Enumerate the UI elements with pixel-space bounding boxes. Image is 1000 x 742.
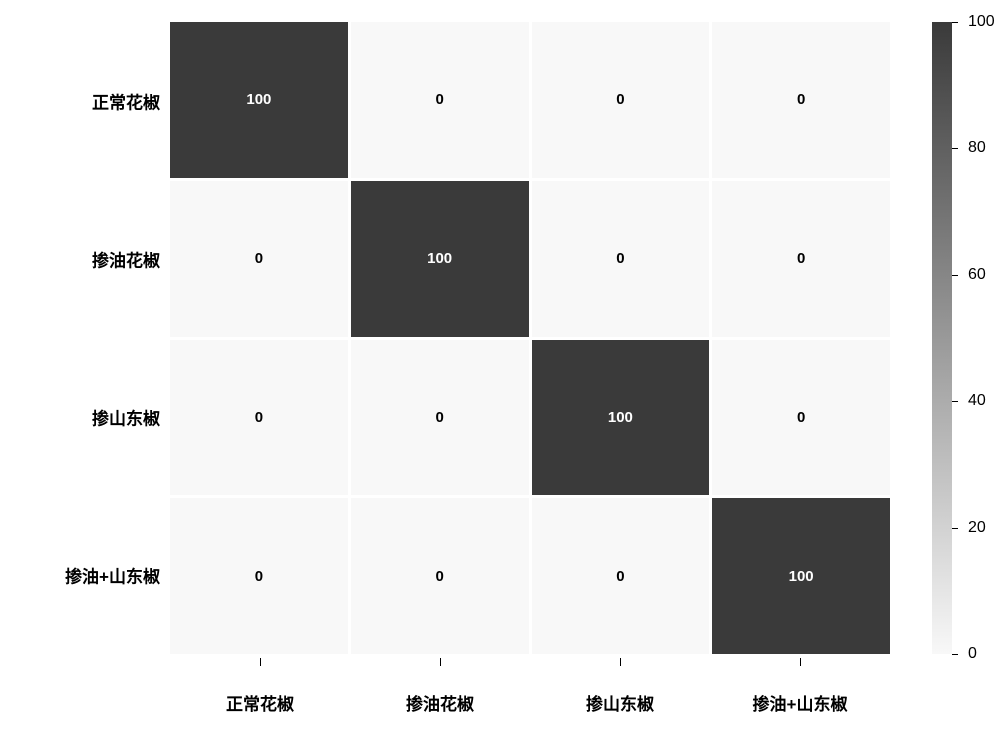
heatmap-cell: 100 — [712, 498, 890, 654]
x-axis-label: 掺油花椒 — [406, 690, 474, 715]
y-axis: 正常花椒掺油花椒掺山东椒掺油+山东椒 — [0, 22, 160, 654]
x-axis: 正常花椒 掺油花椒 掺山东椒 掺油+山东椒 — [170, 658, 890, 738]
cell-value: 0 — [435, 91, 443, 108]
y-axis-label: 正常花椒 — [92, 89, 160, 114]
x-axis-label: 正常花椒 — [226, 690, 294, 715]
colorbar-tick-mark — [952, 148, 958, 149]
cell-value: 0 — [616, 91, 624, 108]
heatmap-cell: 0 — [351, 340, 529, 496]
colorbar-tick-mark — [952, 275, 958, 276]
cell-value: 100 — [608, 409, 633, 426]
heatmap-cell: 0 — [532, 22, 710, 178]
heatmap-grid: 100 0 0 0 0 100 0 0 0 0 100 0 0 0 0 100 — [170, 22, 890, 654]
colorbar-tick-label: 60 — [968, 266, 986, 284]
colorbar-gradient — [932, 22, 952, 654]
heatmap-cell: 100 — [351, 181, 529, 337]
cell-value: 100 — [789, 568, 814, 585]
cell-value: 0 — [616, 250, 624, 267]
heatmap-cell: 100 — [532, 340, 710, 496]
cell-value: 100 — [427, 250, 452, 267]
colorbar-tick-label: 100 — [968, 13, 995, 31]
heatmap-cell: 100 — [170, 22, 348, 178]
heatmap-cell: 0 — [351, 22, 529, 178]
heatmap-cell: 0 — [532, 181, 710, 337]
cell-value: 0 — [255, 409, 263, 426]
heatmap-cell: 0 — [712, 22, 890, 178]
heatmap-area: 100 0 0 0 0 100 0 0 0 0 100 0 0 0 0 100 — [170, 22, 890, 654]
heatmap-cell: 0 — [351, 498, 529, 654]
y-axis-label: 掺油花椒 — [92, 247, 160, 272]
heatmap-cell: 0 — [712, 181, 890, 337]
x-tick-mark — [260, 658, 261, 666]
colorbar-tick-label: 0 — [968, 645, 977, 663]
x-tick-mark — [620, 658, 621, 666]
cell-value: 0 — [255, 250, 263, 267]
heatmap-cell: 0 — [712, 340, 890, 496]
cell-value: 0 — [797, 409, 805, 426]
x-tick-mark — [800, 658, 801, 666]
colorbar-tick-mark — [952, 528, 958, 529]
heatmap-cell: 0 — [170, 340, 348, 496]
x-axis-label: 掺油+山东椒 — [753, 690, 848, 715]
cell-value: 100 — [246, 91, 271, 108]
heatmap-cell: 0 — [532, 498, 710, 654]
y-axis-label: 掺油+山东椒 — [65, 563, 160, 588]
heatmap-cell: 0 — [170, 498, 348, 654]
x-tick-mark — [440, 658, 441, 666]
cell-value: 0 — [255, 568, 263, 585]
colorbar: 020406080100 — [932, 22, 952, 654]
cell-value: 0 — [435, 409, 443, 426]
colorbar-tick-mark — [952, 654, 958, 655]
colorbar-tick-mark — [952, 401, 958, 402]
colorbar-tick-label: 80 — [968, 139, 986, 157]
confusion-matrix-figure: 正常花椒掺油花椒掺山东椒掺油+山东椒 100000010000001000000… — [0, 0, 1000, 742]
heatmap-cell: 0 — [170, 181, 348, 337]
colorbar-tick-label: 40 — [968, 392, 986, 410]
y-axis-label: 掺山东椒 — [92, 405, 160, 430]
colorbar-tick-mark — [952, 22, 958, 23]
cell-value: 0 — [435, 568, 443, 585]
x-axis-label: 掺山东椒 — [586, 690, 654, 715]
colorbar-tick-label: 20 — [968, 519, 986, 537]
cell-value: 0 — [797, 250, 805, 267]
cell-value: 0 — [797, 91, 805, 108]
cell-value: 0 — [616, 568, 624, 585]
